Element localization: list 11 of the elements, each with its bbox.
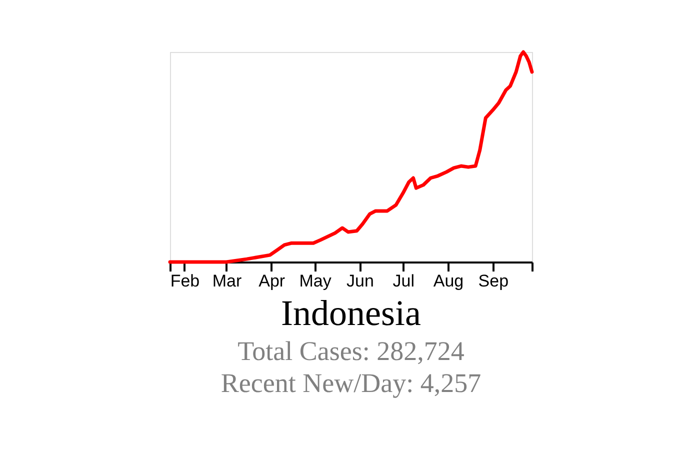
x-tick-label: Sep <box>478 272 509 290</box>
x-tick-label: Jul <box>392 272 414 290</box>
text: Recent New/Day: 4,257 <box>220 368 482 398</box>
x-tick-label: Mar <box>212 272 242 290</box>
x-tick-label: May <box>299 272 332 290</box>
x-tick-label: Jun <box>346 272 374 290</box>
x-tick-label: Feb <box>170 272 200 290</box>
text: Indonesia <box>281 293 421 333</box>
text: Total Cases: 282,724 <box>238 336 464 366</box>
x-tick-label: Apr <box>258 272 286 290</box>
x-tick-label: Aug <box>433 272 464 290</box>
